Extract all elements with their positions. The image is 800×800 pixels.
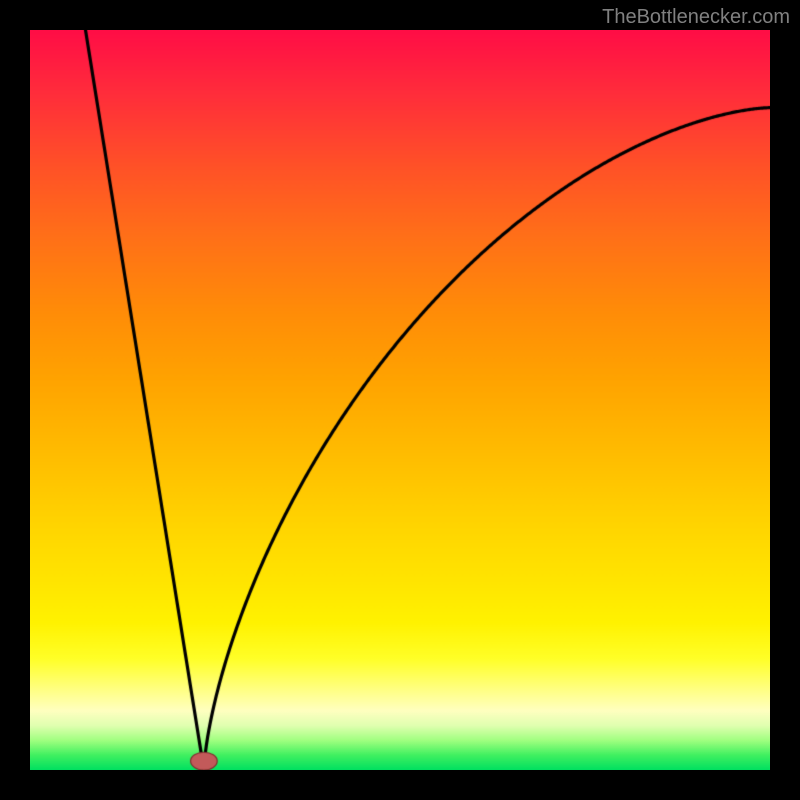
watermark-text: TheBottlenecker.com [602,6,790,29]
chart-container: TheBottlenecker.com [0,0,800,800]
bottleneck-curve-canvas [30,30,770,770]
plot-area [30,30,770,770]
